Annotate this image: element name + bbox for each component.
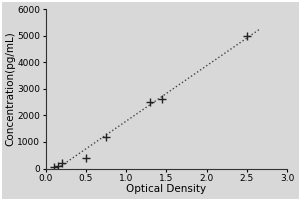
Point [83,156,88,159]
X-axis label: Optical Density: Optical Density [126,184,206,194]
Point [244,34,249,37]
Point [51,166,56,169]
Point [55,164,60,167]
Point [103,135,108,138]
Y-axis label: Concentration(pg/mL): Concentration(pg/mL) [6,31,16,146]
Point [59,162,64,165]
Point [160,98,165,101]
Point [148,100,153,104]
